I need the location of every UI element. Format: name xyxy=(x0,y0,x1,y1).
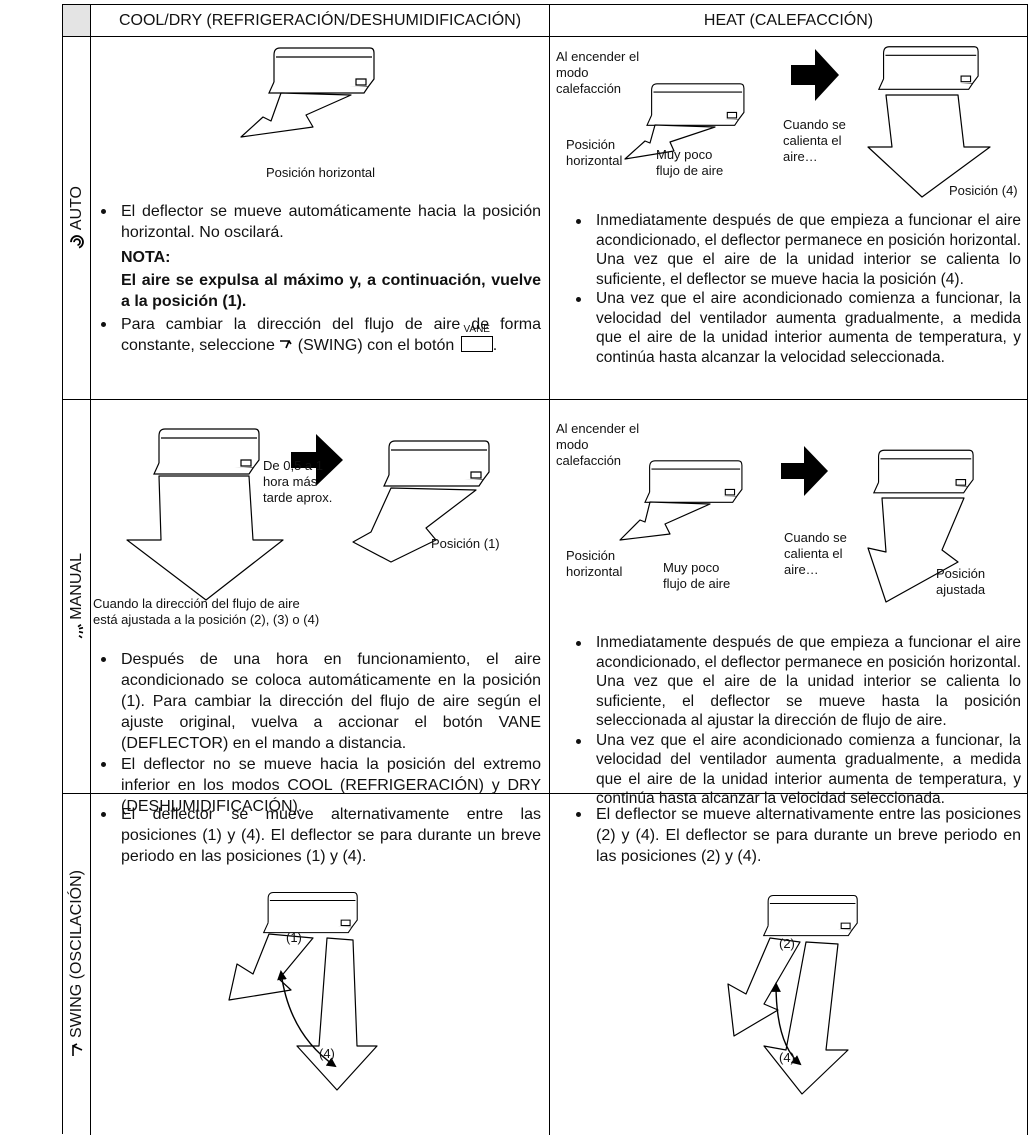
bullet-list: Inmediatamente después de que empieza a … xyxy=(576,633,1021,809)
bullet: El deflector se mueve alternativamente e… xyxy=(576,806,1021,865)
bullet-text: Para cambiar la dirección del flujo de a… xyxy=(121,316,541,354)
bullet-list: El deflector se mueve automáticamente ha… xyxy=(101,201,541,356)
figure-label: Posición horizontal xyxy=(265,165,376,180)
header-text: COOL/DRY (REFRIGERACIÓN/DESHUMIDIFICACIÓ… xyxy=(118,11,522,29)
corner-cell xyxy=(63,5,91,37)
header-cell: HEAT (CALEFACCIÓN) xyxy=(550,5,1028,37)
manual-icon xyxy=(77,624,83,639)
cell: De 0,5 a 1 hora más tarde aprox. Posició… xyxy=(91,400,550,815)
illustration xyxy=(624,46,991,198)
cell: Al encender el modo calefacción Posición… xyxy=(550,400,1028,807)
figure-label: Muy poco flujo de aire xyxy=(663,560,731,591)
bullet-list: Después de una hora en funcionamiento, e… xyxy=(101,649,541,817)
bullet: Inmediatamente después de que empieza a … xyxy=(576,212,1021,288)
figure: Al encender el modo calefacción Posición… xyxy=(550,400,1027,633)
header-text: HEAT (CALEFACCIÓN) xyxy=(703,11,874,29)
bullet: Una vez que el aire acondicionado comien… xyxy=(576,290,1021,366)
illustration xyxy=(126,428,490,601)
row-label-cell: MANUAL xyxy=(63,400,91,794)
vane-button: VANE xyxy=(460,324,493,352)
figure-label: Posición horizontal xyxy=(566,548,623,579)
auto-icon xyxy=(69,235,84,249)
row-label: AUTO xyxy=(68,186,86,250)
figure: (1) (4) xyxy=(91,794,550,1135)
row-label-cell: SWING (OSCILACIÓN) xyxy=(63,794,91,1135)
figure-label: Posición (4) xyxy=(949,183,1018,198)
figure: (2) (4) xyxy=(550,794,1028,1135)
illustration xyxy=(727,894,858,1095)
button-label: VANE xyxy=(463,324,490,335)
cell: Al encender el modo calefacción Posición… xyxy=(550,37,1028,400)
figure-label: Posición (1) xyxy=(431,536,500,551)
bullet: Para cambiar la dirección del flujo de a… xyxy=(101,314,541,356)
note-text: El aire se expulsa al máximo y, a contin… xyxy=(121,272,541,310)
bullet-text: . xyxy=(492,337,498,354)
figure: Posición horizontal xyxy=(91,37,549,201)
cell: El deflector se mueve alternativamente e… xyxy=(91,794,550,1135)
row-label-text: MANUAL xyxy=(67,553,85,620)
figure-label: Al encender el modo calefacción xyxy=(556,49,640,96)
figure-label: Posición ajustada xyxy=(936,566,986,597)
note-title: NOTA: xyxy=(121,249,171,266)
illustration xyxy=(228,891,378,1091)
bullet: Una vez que el aire acondicionado comien… xyxy=(576,731,1021,807)
row-label-text: AUTO xyxy=(67,185,85,231)
bullet: Después de una hora en funcionamiento, e… xyxy=(101,651,541,752)
cell: Posición horizontal El deflector se muev… xyxy=(91,37,550,400)
figure: Al encender el modo calefacción Posición… xyxy=(550,37,1027,211)
header-cell: COOL/DRY (REFRIGERACIÓN/DESHUMIDIFICACIÓ… xyxy=(91,5,550,37)
row-label-cell: AUTO xyxy=(63,37,91,400)
figure-label: (4) xyxy=(319,1046,335,1061)
row-label: SWING (OSCILACIÓN) xyxy=(68,870,86,1058)
cell: El deflector se mueve alternativamente e… xyxy=(550,794,1028,1135)
table: COOL/DRY (REFRIGERACIÓN/DESHUMIDIFICACIÓ… xyxy=(62,4,1028,1135)
bullet: El deflector se mueve automáticamente ha… xyxy=(101,203,541,241)
figure-label: (1) xyxy=(286,930,302,945)
bullet-list: El deflector se mueve alternativamente e… xyxy=(101,804,541,867)
figure-label: Cuando se calienta el aire… xyxy=(784,530,847,577)
swing-icon xyxy=(280,340,292,349)
figure-label: (2) xyxy=(779,936,795,951)
bullet: Inmediatamente después de que empieza a … xyxy=(576,634,1021,729)
bullet: El deflector se mueve alternativamente e… xyxy=(101,806,541,865)
figure-label: (4) xyxy=(779,1050,795,1065)
bullet: El deflector no se mueve hacia la posici… xyxy=(101,756,541,815)
bullet-list: Inmediatamente después de que empieza a … xyxy=(576,211,1021,367)
figure-label: Posición horizontal xyxy=(566,137,623,168)
note: NOTA: El aire se expulsa al máximo y, a … xyxy=(121,247,541,312)
figure-label: Cuando la dirección del flujo de aire es… xyxy=(93,596,320,627)
bullet-list: El deflector se mueve alternativamente e… xyxy=(576,804,1021,867)
bullet-text: (SWING) con el botón xyxy=(297,337,455,354)
swing-icon xyxy=(71,1043,82,1057)
figure-label: De 0,5 a 1 hora más tarde aprox. xyxy=(263,458,333,505)
row-label-text: SWING (OSCILACIÓN) xyxy=(67,870,85,1039)
figure-label: Muy poco flujo de aire xyxy=(656,147,724,178)
figure-label: Al encender el modo calefacción xyxy=(556,421,640,468)
row-label: MANUAL xyxy=(68,553,86,640)
figure: De 0,5 a 1 hora más tarde aprox. Posició… xyxy=(91,400,549,649)
illustration xyxy=(619,446,974,603)
illustration xyxy=(240,47,375,138)
figure-label: Cuando se calienta el aire… xyxy=(783,117,846,164)
